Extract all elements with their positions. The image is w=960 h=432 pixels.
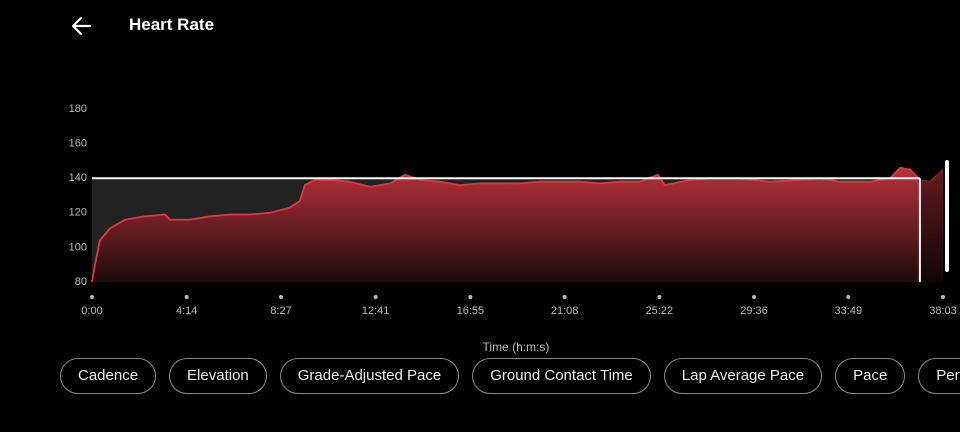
y-tick-label: 140: [69, 172, 87, 184]
x-tick-label: 4:14: [176, 305, 197, 317]
metric-chips: Cadence Elevation Grade-Adjusted Pace Groun…: [60, 358, 960, 396]
x-tick-mark: [278, 295, 283, 299]
metric-chip[interactable]: Grade-Adjusted Pace: [279, 358, 460, 394]
x-tick-label: 0:00: [81, 305, 102, 317]
series-area: [92, 167, 943, 282]
x-tick-mark: [468, 295, 473, 299]
x-tick-mark: [562, 295, 567, 299]
x-axis-title: Time (h:m:s): [483, 340, 550, 354]
x-tick-label: 21:08: [551, 305, 579, 317]
x-tick-label: 33:49: [835, 305, 863, 317]
metric-chip[interactable]: Lap Average Pace: [663, 358, 823, 394]
x-tick-mark: [752, 295, 757, 299]
x-tick-mark: [184, 295, 189, 299]
y-tick-label: 100: [69, 241, 87, 253]
x-tick-mark: [90, 295, 94, 299]
x-tick-label: 38:03: [929, 305, 957, 317]
metric-chip[interactable]: Elevation: [169, 358, 267, 394]
scroll-handle[interactable]: [945, 160, 949, 272]
x-tick-label: 8:27: [270, 305, 291, 317]
x-tick-label: 12:41: [362, 305, 390, 317]
x-tick-label: 16:55: [457, 305, 485, 317]
metric-chip[interactable]: Pace: [835, 358, 906, 394]
metric-chip[interactable]: Ground Contact Time: [472, 358, 651, 394]
x-tick-mark: [373, 295, 378, 299]
x-tick-label: 29:36: [740, 305, 768, 317]
back-button[interactable]: [70, 14, 96, 38]
y-tick-label: 160: [69, 138, 87, 150]
metric-chip[interactable]: Performance: [918, 358, 960, 394]
chart: 80 100 120 140 160 180 0:00 4:14 8:27 12:41 16:55 2…: [69, 103, 957, 354]
x-tick-mark: [846, 295, 851, 299]
y-tick-label: 120: [69, 207, 87, 219]
x-tick-mark: [657, 295, 662, 299]
y-tick-label: 80: [75, 276, 87, 288]
metric-chip[interactable]: Cadence: [60, 358, 157, 394]
outside-selection-shade: [919, 109, 947, 283]
y-tick-label: 180: [69, 103, 87, 115]
x-tick-label: 25:22: [646, 305, 674, 317]
page-title: Heart Rate: [129, 15, 215, 34]
x-tick-mark: [941, 295, 945, 299]
